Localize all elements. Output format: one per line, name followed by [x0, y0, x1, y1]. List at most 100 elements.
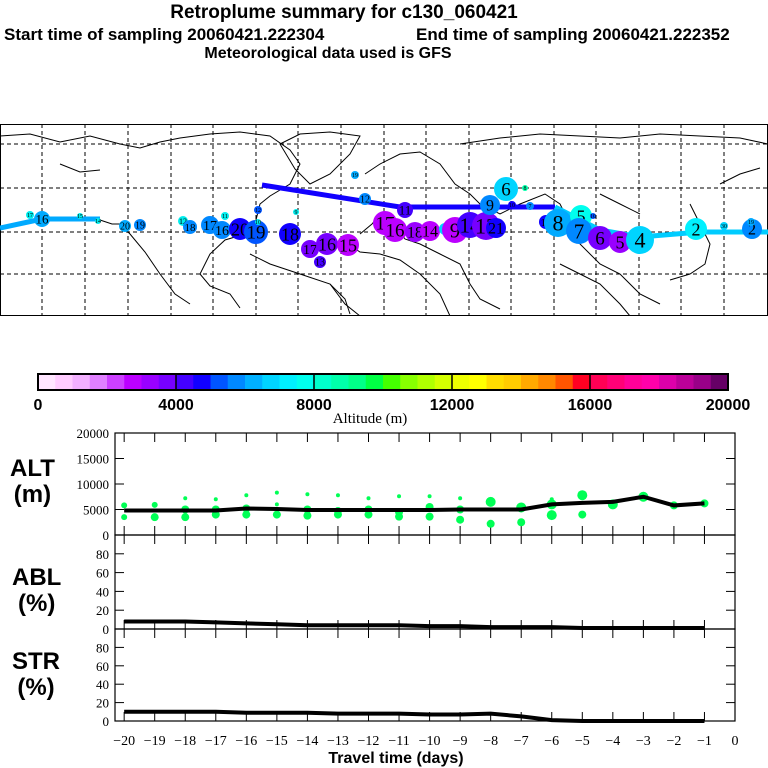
marker-circle: [279, 223, 301, 245]
altitude-point: [303, 511, 312, 520]
y-tick-label: 20: [96, 696, 109, 711]
colorbar-tick-label: 16000: [568, 397, 613, 414]
end-time-label: End time of sampling 20060421.222352: [416, 25, 730, 44]
marker-circle: [183, 220, 197, 234]
x-tick-label: −14: [296, 734, 318, 749]
sampling-times: Start time of sampling 20060421.222304 E…: [0, 25, 768, 45]
colorbar-swatch: [124, 374, 142, 390]
colorbar-swatch: [296, 374, 315, 390]
trajectory-marker: 11: [221, 212, 229, 220]
north-america-coast: [0, 131, 301, 309]
trajectory-marker: 14: [420, 221, 440, 241]
marker-day-label: 18: [281, 224, 299, 244]
x-tick-label: −10: [419, 734, 441, 749]
trajectory-marker: 12: [254, 206, 262, 214]
marker-day-label: 11: [399, 203, 412, 218]
x-tick-label: −15: [266, 734, 288, 749]
trajectory-marker: 21: [486, 218, 506, 238]
colorbar-swatch: [55, 374, 73, 390]
colorbar-swatch: [158, 374, 177, 390]
colorbar-title: Altitude (m): [333, 411, 408, 427]
trajectory-marker: 18: [279, 223, 301, 245]
marker-circle: [588, 226, 612, 250]
x-tick-label: −17: [205, 734, 227, 749]
panel-frame: [114, 432, 736, 536]
trajectory-marker: 7: [566, 218, 592, 244]
trajectory-marker: 6: [494, 177, 518, 201]
colorbar-swatch: [434, 374, 453, 390]
marker-circle: [486, 218, 506, 238]
colorbar-swatch: [624, 374, 643, 390]
x-tick-label: −12: [358, 734, 380, 749]
alt-label-line1: ALT: [10, 455, 55, 482]
altitude-point: [333, 510, 342, 519]
x-tick-label: −6: [544, 734, 559, 749]
abl-panel: 0 20 40 60 80: [96, 534, 736, 637]
altitude-point: [486, 519, 495, 528]
marker-circle: [383, 218, 407, 242]
colorbar-swatch: [331, 374, 349, 390]
marker-day-label: 18: [407, 225, 423, 242]
x-tick-label: −9: [453, 734, 468, 749]
trajectory-marker: 5: [609, 231, 631, 253]
median-line: [124, 494, 705, 513]
y-tick-label: 80: [96, 640, 109, 655]
marker-day-label: 16: [318, 234, 336, 254]
marker-day-label: 5: [577, 206, 586, 226]
colorbar-tick-labels: 0 4000 8000 12000 16000 20000: [34, 397, 751, 414]
y-tick-label: 0: [103, 714, 110, 729]
marker-circle: [119, 220, 131, 232]
altitude-point: [456, 515, 465, 524]
colorbar-swatch: [314, 374, 332, 390]
trajectory-marker: 13: [314, 256, 326, 269]
x-tick-label: −20: [113, 734, 135, 749]
marker-day-label: 9: [450, 218, 461, 242]
trajectory-marker: 16: [213, 221, 231, 239]
colorbar-swatch: [262, 374, 280, 390]
abl-label-line1: ABL: [12, 564, 62, 591]
colorbar-swatch: [676, 374, 694, 390]
colorbar-swatch: [383, 374, 401, 390]
altitude-point: [211, 510, 220, 519]
x-tick-label: −11: [388, 734, 409, 749]
marker-circle: [494, 177, 518, 201]
y-tick-label: 10000: [77, 477, 110, 492]
colorbar-swatch: [521, 374, 539, 390]
marker-circle: [351, 171, 359, 179]
colorbar-swatch: [572, 374, 591, 390]
marker-day-label: 6: [501, 180, 511, 201]
altitude-point: [305, 492, 310, 497]
altitude-point: [150, 513, 159, 522]
trajectory-marker: 10: [508, 201, 516, 209]
colorbar-swatch: [193, 374, 211, 390]
marker-circle: [420, 221, 440, 241]
colorbar-swatch: [469, 374, 487, 390]
colorbar-dividers: [175, 374, 591, 390]
marker-day-label: 13: [315, 258, 325, 269]
colorbar-swatch: [348, 374, 367, 390]
altitude-point: [335, 493, 340, 498]
marker-circle: [480, 195, 500, 215]
colorbar-tick-label: 4000: [158, 397, 194, 414]
x-tick-label: −13: [327, 734, 349, 749]
x-tick-label: −4: [605, 734, 620, 749]
colorbar-swatch: [227, 374, 246, 390]
trajectory-marker: 8: [522, 185, 528, 192]
colorbar-swatch: [659, 374, 677, 390]
y-tick-label: 20000: [77, 426, 110, 441]
x-axis-title: Travel time (days): [328, 750, 463, 767]
altitude-point: [458, 496, 463, 501]
marker-day-label: 8: [553, 211, 564, 236]
colorbar-swatch: [538, 374, 556, 390]
altitude-point: [121, 502, 128, 509]
marker-day-label: 17: [303, 243, 317, 258]
marker-circle: [254, 206, 262, 214]
marker-day-label: 7: [529, 204, 532, 210]
trajectory-marker: 16: [383, 218, 407, 242]
trajectory-marker: 20: [119, 220, 131, 233]
marker-circle: [359, 193, 371, 205]
marker-circle: [609, 231, 631, 253]
colorbar-swatch: [107, 374, 125, 390]
trajectory-marker: 7: [526, 202, 534, 210]
marker-circle: [508, 201, 516, 209]
